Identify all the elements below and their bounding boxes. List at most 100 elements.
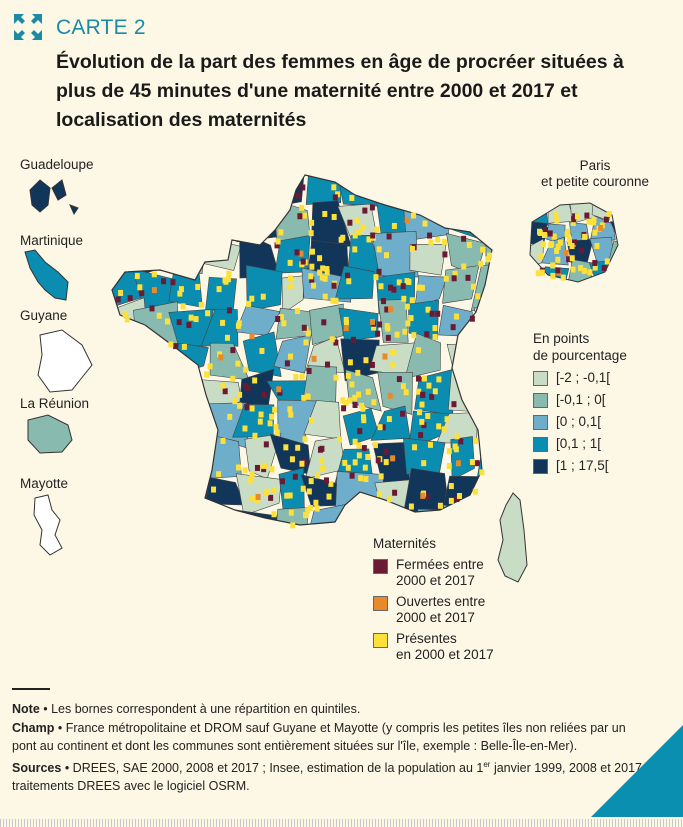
maternity-marker (365, 454, 371, 461)
maternity-marker (317, 269, 323, 276)
maternity-marker (204, 371, 210, 378)
maternity-marker (176, 319, 182, 326)
maternity-marker (333, 297, 339, 304)
maternity-marker (170, 279, 176, 286)
maternity-marker (355, 229, 361, 236)
maternity-marker (567, 240, 573, 247)
maternity-marker (373, 274, 379, 281)
maternity-marker (486, 252, 492, 259)
maternity-marker (370, 318, 376, 325)
maternity-marker (465, 274, 471, 281)
department-area (165, 510, 215, 525)
maternity-marker (432, 334, 438, 341)
department-area (305, 175, 342, 205)
maternity-marker (149, 305, 155, 312)
maternity-marker (411, 332, 417, 339)
maternity-marker (415, 375, 421, 382)
maternity-marker (448, 483, 454, 490)
maternity-marker (386, 416, 392, 423)
maternity-marker (299, 204, 305, 211)
maternity-marker (566, 256, 572, 263)
maternity-marker (356, 442, 362, 449)
maternity-marker (343, 325, 349, 332)
sources-sup: er (483, 759, 491, 769)
maternity-marker (446, 448, 452, 455)
department-area (164, 198, 204, 243)
maternity-marker (301, 394, 307, 401)
sources-text: • DREES, SAE 2000, 2008 et 2017 ; Insee,… (61, 760, 484, 775)
maternity-marker (352, 459, 358, 466)
maternity-marker (560, 274, 566, 281)
bottom-border (0, 819, 683, 827)
maternity-marker (262, 462, 268, 469)
map-number: CARTE 2 (56, 16, 146, 39)
maternity-marker (346, 397, 352, 404)
maternity-marker (340, 234, 346, 241)
maternity-marker (419, 284, 425, 291)
note-label: Note (12, 702, 40, 716)
maternity-marker (311, 355, 317, 362)
maternity-marker (311, 282, 317, 289)
maternity-marker (451, 401, 457, 408)
maternity-marker (314, 505, 320, 512)
maternity-marker (566, 236, 572, 243)
maternity-marker (406, 279, 412, 286)
maternity-marker (340, 397, 346, 404)
department-area (112, 510, 139, 525)
maternity-marker (400, 383, 406, 390)
maternity-marker (360, 405, 366, 412)
maternity-marker (275, 238, 281, 245)
department-area (470, 335, 492, 381)
department-area (469, 175, 492, 207)
maternity-marker (569, 243, 575, 250)
maternity-marker (570, 220, 576, 227)
maternity-marker (400, 410, 406, 417)
maternity-marker (402, 328, 408, 335)
maternity-marker (606, 210, 612, 217)
maternity-marker (288, 353, 294, 360)
maternity-marker (404, 217, 410, 224)
maternity-marker (173, 343, 179, 350)
maternity-marker (557, 239, 563, 246)
maternity-marker (396, 279, 402, 286)
expand-arrows-icon[interactable] (12, 12, 44, 42)
maternity-marker (220, 382, 226, 389)
maternity-marker (122, 310, 128, 317)
legend-title-line1: En points (533, 331, 590, 346)
maternity-marker (359, 402, 365, 409)
maternity-marker (429, 393, 435, 400)
guadeloupe-shape (29, 179, 79, 216)
maternity-marker (306, 488, 312, 495)
maternity-marker (535, 270, 541, 277)
maternity-marker (230, 375, 236, 382)
maternity-marker (255, 493, 261, 500)
legend-swatch (533, 437, 548, 452)
maternity-marker (592, 229, 598, 236)
maternity-marker (592, 264, 598, 271)
department-area (414, 275, 448, 309)
legend-class-label: [1 ; 17,5[ (556, 458, 609, 473)
maternity-marker (288, 509, 294, 516)
department-area (377, 372, 413, 415)
department-area (377, 299, 409, 343)
maternity-marker (376, 268, 382, 275)
maternity-marker (288, 411, 294, 418)
maternity-marker (360, 414, 366, 421)
maternity-marker (394, 331, 400, 338)
maternity-marker (244, 404, 250, 411)
department-area (242, 331, 282, 377)
department-area (112, 413, 147, 447)
department-area (205, 277, 237, 312)
maternity-marker (342, 459, 348, 466)
maternity-marker (550, 272, 556, 279)
maternity-marker (272, 406, 278, 413)
maternity-marker (164, 318, 170, 325)
maternity-marker (269, 413, 275, 420)
maternity-marker (538, 253, 544, 260)
maternity-marker (453, 446, 459, 453)
reunion-shape (27, 414, 73, 454)
maternity-marker (356, 391, 362, 398)
maternity-marker (469, 315, 475, 322)
department-area (112, 231, 135, 276)
maternity-marker (258, 411, 264, 418)
